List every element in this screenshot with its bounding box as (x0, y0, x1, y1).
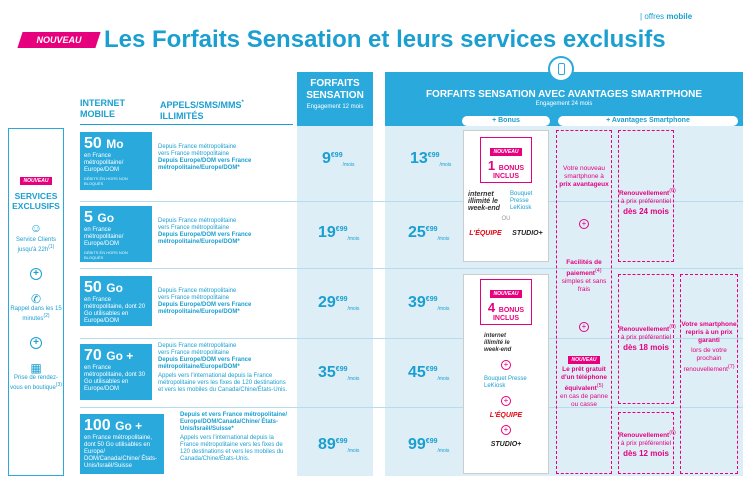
avantages-smartphone-column: Votre nouveau smartphone à prix avantage… (556, 130, 612, 474)
price-avantages: 13€99/mois (410, 150, 452, 168)
plus-icon: + (501, 425, 511, 435)
price-avantages: 99€99/mois (408, 436, 450, 454)
nouveau-badge: NOUVEAU (17, 32, 101, 48)
internet-illimite-logo: internet illimité le week-end (468, 191, 500, 212)
service-rappel: Rappel dans les 15 minutes(2) (10, 306, 62, 322)
plus-icon: + (501, 396, 511, 406)
avantages-column-bg (385, 126, 743, 476)
plan-calls: Depuis France métropolitaine vers France … (158, 288, 252, 315)
service-rdv: Prise de rendez-vous en boutique(3) (10, 375, 62, 391)
plus-icon: + (501, 360, 511, 370)
plan-calls: Depuis France métropolitaine vers France … (158, 218, 252, 245)
reprise-column: Votre smartphone repris à un prix garant… (680, 274, 738, 474)
plan-data-box[interactable]: 100 Go + en France métropolitaine, dont … (80, 414, 164, 474)
calendar-icon: ▦ (30, 361, 42, 375)
plan-data-box[interactable]: 50 Go en France métropolitaine, dont 20 … (80, 276, 152, 326)
row-divider (80, 201, 743, 202)
phone-icon: ✆ (30, 292, 42, 306)
row-divider (80, 268, 743, 269)
price-sensation: 89€99/mois (318, 436, 360, 454)
service-clients: Service Clients jusqu'à 22h(1) (15, 237, 56, 253)
row-divider (80, 407, 743, 408)
bonus-label: + Bonus (462, 116, 550, 126)
plan-calls: Depuis France métropolitaine vers France … (158, 343, 288, 393)
price-avantages: 39€99/mois (408, 294, 450, 312)
top-breadcrumb[interactable]: | offres mobile (640, 12, 692, 21)
equipe-logo: L'ÉQUIPE (469, 230, 502, 237)
bonus-box-1: NOUVEAU 1 BONUS INCLUS internet illimité… (463, 130, 549, 262)
price-sensation: 19€99/mois (318, 224, 360, 242)
services-new-badge: NOUVEAU (20, 177, 52, 185)
bouquet-presse-logo: Bouquet Presse LeKiosk (510, 191, 533, 211)
breadcrumb-offres: offres (644, 12, 665, 21)
ou-label: OU (501, 216, 511, 222)
price-avantages: 25€99/mois (408, 224, 450, 242)
equipe-logo: L'ÉQUIPE (489, 412, 523, 419)
sensation-header: FORFAITS SENSATION Engagement 12 mois (297, 72, 373, 126)
internet-header: INTERNET MOBILE (80, 98, 125, 119)
plan-data-box[interactable]: 70 Go + en France métropolitaine, dont 3… (80, 344, 152, 400)
services-panel: NOUVEAU SERVICES EXCLUSIFS ☺ Service Cli… (8, 128, 64, 476)
sensation-column-bg (297, 126, 373, 476)
calls-header: APPELS/SMS/MMS* ILLIMITÉS (160, 100, 244, 121)
services-title: SERVICES EXCLUSIFS (12, 191, 60, 211)
breadcrumb-separator: | (640, 12, 643, 21)
plan-data-box[interactable]: 50 Mo en France métropolitaine/ Europe/D… (80, 132, 152, 190)
plan-data-box[interactable]: 5 Go en France métropolitaine/ Europe/DO… (80, 206, 152, 262)
price-avantages: 45€99/mois (408, 364, 450, 382)
price-sensation: 35€99/mois (318, 364, 360, 382)
page-title: Les Forfaits Sensation et leurs services… (104, 26, 666, 53)
bouquet-presse-logo: Bouquet Presse LeKiosk (484, 376, 527, 389)
studio-logo: STUDIO+ (490, 441, 522, 448)
internet-illimite-logo: internet illimité le week-end (484, 333, 512, 353)
renouvellement-18: Renouvellement(6) à prix préférentiel dè… (618, 274, 676, 404)
row-divider (80, 338, 743, 339)
renouvellement-24: Renouvellement(6) à prix préférentiel dè… (618, 130, 676, 262)
smartphone-icon (548, 56, 574, 82)
plan-calls: Depuis et vers France métropolitaine/ Eu… (180, 412, 288, 462)
plus-icon: + (30, 268, 42, 280)
plus-icon: + (30, 337, 42, 349)
headset-icon: ☺ (29, 221, 43, 235)
studio-logo: STUDIO+ (512, 230, 543, 237)
header-divider (80, 124, 293, 125)
breadcrumb-mobile: mobile (666, 12, 693, 21)
avantages-label: + Avantages Smartphone (558, 116, 738, 126)
price-sensation: 29€99/mois (318, 294, 360, 312)
plan-calls: Depuis France métropolitaine vers France … (158, 144, 252, 171)
bonus-box-4: NOUVEAU 4 BONUS INCLUS internet illimité… (463, 274, 549, 474)
price-sensation: 9€99/mois (322, 150, 355, 168)
renouvellement-12: Renouvellement(6) à prix préférentiel dè… (618, 412, 676, 474)
